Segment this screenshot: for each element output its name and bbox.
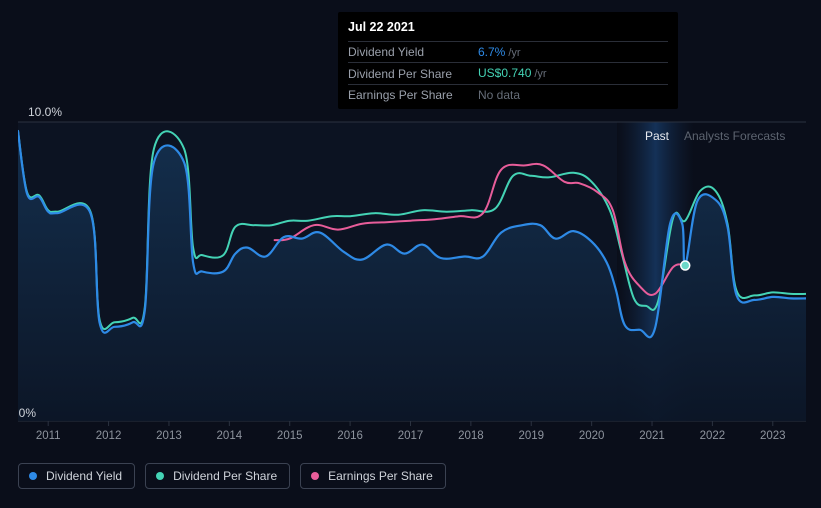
tooltip-row-value: US$0.740/yr xyxy=(478,63,668,85)
legend-label: Dividend Yield xyxy=(46,469,122,483)
tooltip-row: Earnings Per ShareNo data xyxy=(348,84,668,105)
tooltip-row: Dividend Yield6.7%/yr xyxy=(348,41,668,63)
x-axis-tick-label: 2017 xyxy=(398,430,424,442)
x-axis-tick-label: 2023 xyxy=(760,430,786,442)
period-label-forecast: Analysts Forecasts xyxy=(684,129,785,143)
y-axis-label-top: 10.0% xyxy=(18,105,62,119)
x-axis-tick-label: 2014 xyxy=(217,430,243,442)
x-axis-tick-label: 2020 xyxy=(579,430,605,442)
legend-item[interactable]: Earnings Per Share xyxy=(300,463,446,489)
chart-tooltip: Jul 22 2021 Dividend Yield6.7%/yrDividen… xyxy=(338,12,678,109)
x-axis-tick-label: 2013 xyxy=(156,430,182,442)
x-axis-tick-label: 2022 xyxy=(700,430,726,442)
legend-label: Earnings Per Share xyxy=(328,469,433,483)
x-axis-tick-label: 2019 xyxy=(518,430,544,442)
tooltip-row-value: No data xyxy=(478,84,668,105)
tooltip-row-value: 6.7%/yr xyxy=(478,41,668,63)
chart-legend: Dividend Yield Dividend Per Share Earnings… xyxy=(18,463,446,489)
legend-item[interactable]: Dividend Per Share xyxy=(145,463,290,489)
tooltip-row-label: Dividend Yield xyxy=(348,41,478,63)
period-label-past: Past xyxy=(645,129,669,143)
x-axis-tick-label: 2016 xyxy=(337,430,363,442)
legend-dot xyxy=(156,472,164,480)
legend-dot xyxy=(29,472,37,480)
x-axis-tick-label: 2018 xyxy=(458,430,484,442)
legend-label: Dividend Per Share xyxy=(173,469,277,483)
tooltip-row-label: Earnings Per Share xyxy=(348,84,478,105)
dividend-chart: 10.0% 0% Past Analysts Forecasts 2011 201… xyxy=(0,0,821,508)
legend-item[interactable]: Dividend Yield xyxy=(18,463,135,489)
x-axis-tick-label: 2015 xyxy=(277,430,303,442)
y-axis-label-bottom: 0% xyxy=(0,406,36,420)
x-axis-tick-label: 2011 xyxy=(36,430,61,442)
tooltip-row-label: Dividend Per Share xyxy=(348,63,478,85)
x-axis-tick-label: 2021 xyxy=(639,430,665,442)
legend-dot xyxy=(311,472,319,480)
x-axis-tick-label: 2012 xyxy=(96,430,122,442)
tooltip-table: Dividend Yield6.7%/yrDividend Per ShareU… xyxy=(348,41,668,105)
tooltip-date: Jul 22 2021 xyxy=(348,18,668,41)
tooltip-row: Dividend Per ShareUS$0.740/yr xyxy=(348,63,668,85)
